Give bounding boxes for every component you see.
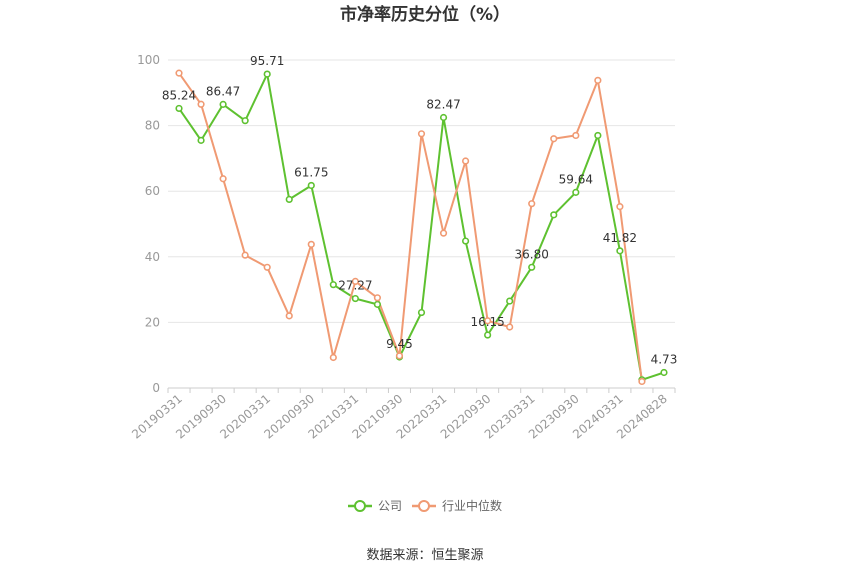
data-point[interactable] xyxy=(285,195,293,203)
data-point[interactable] xyxy=(484,317,492,325)
data-point[interactable] xyxy=(594,76,602,84)
data-point[interactable] xyxy=(351,277,359,286)
data-point[interactable] xyxy=(439,229,448,237)
data-label: 41.82 xyxy=(603,231,637,245)
data-label: 82.47 xyxy=(426,97,460,111)
data-point[interactable] xyxy=(307,240,315,248)
data-point[interactable] xyxy=(373,294,382,302)
data-point[interactable] xyxy=(263,70,271,78)
data-point[interactable] xyxy=(528,200,536,208)
legend-industry-label: 行业中位数 xyxy=(442,498,502,513)
data-label: 36.80 xyxy=(515,247,549,261)
data-point[interactable] xyxy=(572,131,580,140)
data-point[interactable] xyxy=(329,353,337,362)
data-label: 27.27 xyxy=(338,279,372,293)
y-tick-label: 0 xyxy=(152,381,160,395)
y-tick-label: 40 xyxy=(145,250,160,264)
data-point[interactable] xyxy=(197,100,205,108)
data-point[interactable] xyxy=(550,211,558,219)
data-point[interactable] xyxy=(461,237,470,245)
legend-item-industry[interactable]: 行业中位数 xyxy=(412,498,502,513)
data-point[interactable] xyxy=(175,104,183,113)
data-labels: 85.24 86.47 95.71 61.75 27.27 9.45 82.47 16.15 3… xyxy=(162,54,677,366)
data-point[interactable] xyxy=(417,130,426,138)
data-point[interactable] xyxy=(660,368,668,377)
y-tick-label: 20 xyxy=(145,315,160,329)
y-tick-label: 100 xyxy=(137,53,160,67)
data-point[interactable] xyxy=(285,312,293,320)
data-point[interactable] xyxy=(550,135,558,143)
legend-industry-marker xyxy=(418,500,430,512)
data-label: 9.45 xyxy=(386,337,413,351)
x-axis: 2019033120190930202003312020093020210331… xyxy=(129,387,676,442)
data-label: 4.73 xyxy=(651,352,678,366)
data-point[interactable] xyxy=(572,188,580,196)
series-lines xyxy=(175,69,668,386)
data-source: 数据来源：恒生聚源 xyxy=(366,548,483,563)
data-point[interactable] xyxy=(506,297,514,305)
series-line-0 xyxy=(178,73,665,381)
data-point[interactable] xyxy=(417,308,426,317)
data-point[interactable] xyxy=(241,117,249,125)
legend-item-company[interactable]: 公司 xyxy=(348,499,402,513)
y-tick-label: 60 xyxy=(145,184,160,198)
series-line-1 xyxy=(178,72,643,382)
data-point[interactable] xyxy=(616,203,624,211)
data-label: 95.71 xyxy=(250,54,284,68)
data-label: 61.75 xyxy=(294,165,328,179)
data-label: 86.47 xyxy=(206,84,240,98)
data-point[interactable] xyxy=(219,100,227,108)
y-axis-ticks: 0 20 40 60 80 100 xyxy=(137,53,160,395)
data-point[interactable] xyxy=(307,181,315,190)
data-point[interactable] xyxy=(395,352,404,360)
data-point[interactable] xyxy=(528,263,536,271)
y-tick-label: 80 xyxy=(145,119,160,133)
data-point[interactable] xyxy=(506,323,514,331)
data-point[interactable] xyxy=(197,136,205,144)
data-label: 59.64 xyxy=(559,172,593,186)
data-point[interactable] xyxy=(638,377,646,386)
legend-company-marker xyxy=(354,500,366,512)
data-point[interactable] xyxy=(219,175,227,183)
legend-company-label: 公司 xyxy=(378,499,402,513)
legend[interactable]: 公司 行业中位数 xyxy=(348,498,502,513)
data-point[interactable] xyxy=(484,331,492,339)
data-point[interactable] xyxy=(594,131,602,140)
data-label: 85.24 xyxy=(162,88,196,102)
data-point[interactable] xyxy=(351,294,359,303)
data-point[interactable] xyxy=(616,247,624,255)
data-label: 16.15 xyxy=(470,315,504,329)
chart-title: 市净率历史分位（%） xyxy=(340,4,510,25)
data-point[interactable] xyxy=(461,157,470,165)
data-point[interactable] xyxy=(241,251,249,259)
grid-lines xyxy=(168,59,675,323)
data-point[interactable] xyxy=(373,300,382,308)
data-point[interactable] xyxy=(263,263,271,271)
data-point[interactable] xyxy=(175,69,183,77)
data-point[interactable] xyxy=(439,113,448,122)
data-point[interactable] xyxy=(329,281,337,289)
